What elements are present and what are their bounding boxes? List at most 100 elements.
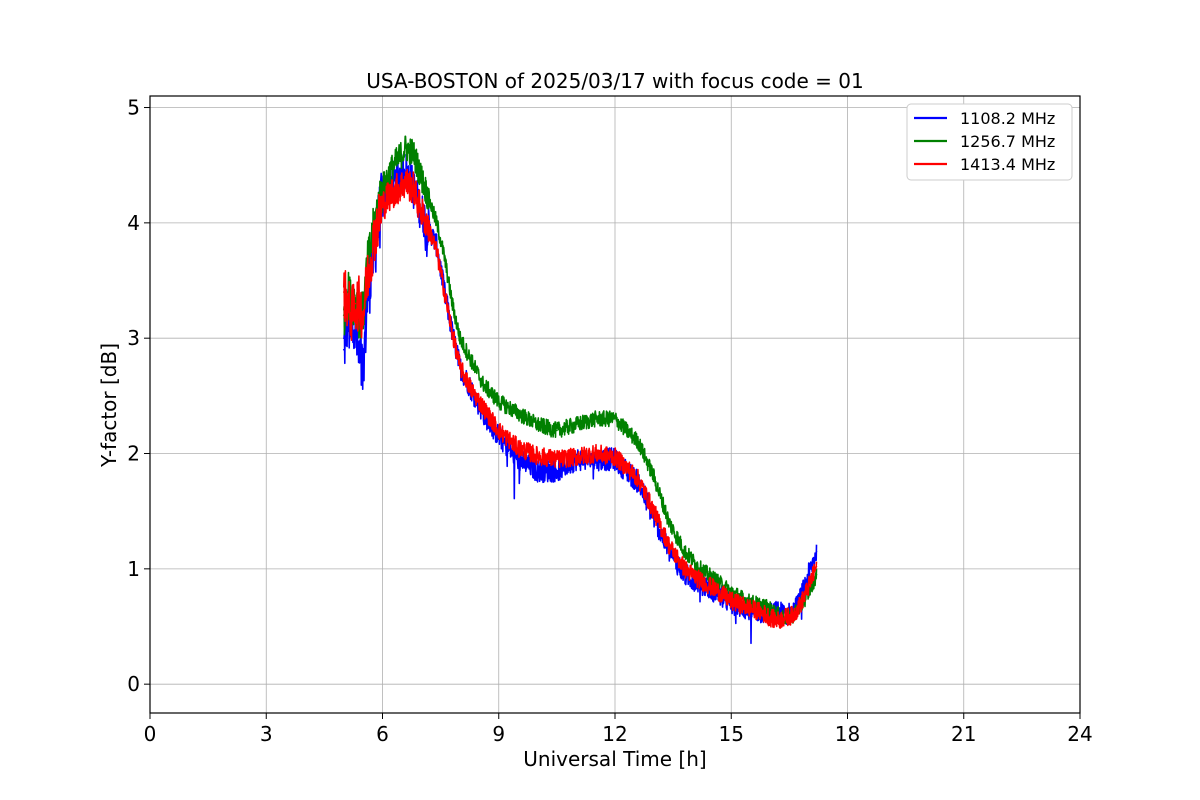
series-2-point <box>815 565 818 568</box>
legend-items: 1108.2 MHz 1256.7 MHz 1413.4 MHz <box>914 109 1055 174</box>
series-1-point <box>420 175 423 178</box>
series-0-point <box>366 302 368 305</box>
series-1-point <box>397 158 399 161</box>
series-2-point <box>451 331 454 334</box>
series-2-point <box>637 478 640 480</box>
series-1-point <box>815 573 818 576</box>
legend-box <box>906 103 1073 181</box>
series-2-point <box>784 616 787 619</box>
series-1-point <box>652 475 655 478</box>
x-tick-label: 21 <box>951 722 976 746</box>
y-tick-label: 1 <box>127 557 140 581</box>
series-1-point <box>536 423 539 426</box>
x-tick-label: 6 <box>376 722 389 746</box>
chart-title: USA-BOSTON of 2025/03/17 with focus code… <box>366 69 863 93</box>
series-2-point <box>517 446 519 449</box>
series-2-point <box>556 458 558 461</box>
series-1-point <box>370 245 372 247</box>
x-tick-label: 12 <box>602 722 627 746</box>
series-group <box>342 135 818 645</box>
series-1-point <box>761 604 764 607</box>
x-axis-label: Universal Time [h] <box>523 747 706 771</box>
series-1-point <box>497 400 500 403</box>
series-2-point <box>575 456 578 458</box>
y-tick-label: 0 <box>127 672 140 696</box>
series-2-point <box>397 187 399 190</box>
series-line-2 <box>343 168 818 629</box>
series-2-point <box>354 302 357 305</box>
series-2-point <box>614 456 616 458</box>
legend-entry-label: 1256.7 MHz <box>960 132 1055 151</box>
series-2-point <box>714 588 717 591</box>
series-1-point <box>404 147 407 149</box>
y-tick-label: 4 <box>127 211 140 235</box>
y-tick-label: 5 <box>127 96 140 120</box>
series-1-point <box>625 429 628 432</box>
series-0-point <box>342 348 345 351</box>
series-2-point <box>381 204 384 207</box>
series-2-point <box>594 452 597 455</box>
series-1-point <box>451 302 454 305</box>
series-2-point <box>370 256 372 259</box>
series-2-point <box>497 429 500 432</box>
series-1-point <box>381 187 384 190</box>
series-1-point <box>389 170 392 172</box>
series-1-point <box>769 608 771 611</box>
series-2-point <box>470 389 473 391</box>
x-tick-label: 3 <box>260 722 273 746</box>
series-1-point <box>428 198 430 201</box>
series-0-point <box>807 573 810 576</box>
series-2-point <box>362 314 364 316</box>
series-2-point <box>776 619 779 622</box>
series-1-point <box>714 579 717 582</box>
series-2-point <box>443 291 446 293</box>
series-2-point <box>536 455 539 457</box>
series-2-point <box>668 544 671 547</box>
y-tick-label: 3 <box>127 326 140 350</box>
series-2-point <box>792 614 795 616</box>
series-1-point <box>614 418 616 420</box>
series-1-point <box>412 152 415 155</box>
series-1-point <box>575 423 578 426</box>
series-2-point <box>459 366 461 368</box>
series-2-point <box>769 616 771 619</box>
series-1-point <box>443 256 446 259</box>
y-tick-label: 2 <box>127 442 140 466</box>
series-2-point <box>404 181 407 184</box>
series-1-point <box>517 412 519 414</box>
series-0-point <box>556 470 558 472</box>
x-tick-label: 15 <box>719 722 744 746</box>
series-2-point <box>428 227 430 230</box>
legend-entry-label: 1413.4 MHz <box>960 155 1055 174</box>
series-1-point <box>482 383 485 386</box>
series-2-point <box>625 466 628 469</box>
series-2-point <box>346 302 349 305</box>
series-2-point <box>699 579 702 582</box>
x-tick-label: 0 <box>144 722 157 746</box>
series-2-point <box>745 606 748 608</box>
series-1-point <box>459 337 461 339</box>
series-2-point <box>420 210 423 213</box>
y-axis-label: Y-factor [dB] <box>97 343 121 468</box>
series-2-point <box>373 233 376 236</box>
series-0-point <box>517 458 519 461</box>
series-2-point <box>683 568 686 570</box>
series-2-point <box>342 291 345 293</box>
series-0-point <box>362 371 364 374</box>
series-1-point <box>470 360 473 363</box>
x-tick-label: 18 <box>835 722 860 746</box>
series-0-point <box>815 550 818 553</box>
series-1-point <box>594 418 597 420</box>
series-2-point <box>389 193 392 195</box>
series-2-point <box>482 406 485 409</box>
series-0-point <box>536 470 539 472</box>
series-2-point <box>435 250 438 253</box>
series-2-point <box>807 585 810 587</box>
legend: 1108.2 MHz 1256.7 MHz 1413.4 MHz <box>906 103 1073 181</box>
series-1-point <box>699 568 702 570</box>
x-tick-label: 24 <box>1067 722 1092 746</box>
series-1-point <box>683 550 686 553</box>
series-1-point <box>556 429 558 432</box>
